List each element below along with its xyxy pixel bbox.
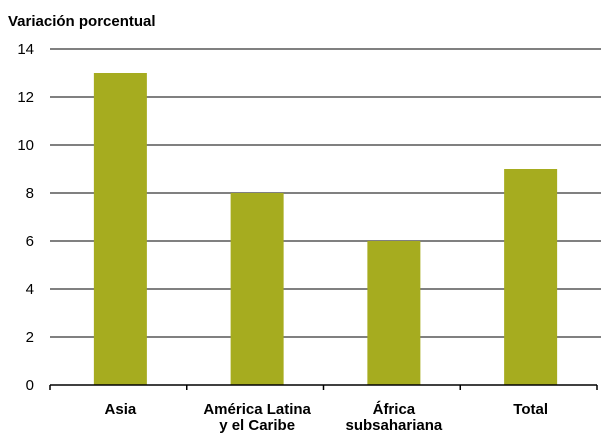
y-tick-4: 4 — [26, 281, 34, 298]
y-tick-10: 10 — [17, 137, 34, 154]
bar-3 — [504, 169, 558, 385]
y-tick-8: 8 — [26, 185, 34, 202]
x-tick-label-0: Asia — [105, 401, 137, 418]
x-axis — [49, 384, 598, 390]
x-tick-label-line: América Latina — [203, 401, 311, 418]
x-tick-label-line: subsahariana — [346, 417, 443, 434]
x-tick-label-line: África — [373, 401, 416, 418]
y-tick-12: 12 — [17, 89, 34, 106]
y-tick-14: 14 — [17, 41, 34, 58]
y-tick-labels: 0 2 4 6 8 10 12 14 — [17, 41, 34, 394]
x-tick-label-line: Total — [513, 401, 548, 418]
y-axis-label: Variación porcentual — [8, 13, 156, 30]
x-tick-label-3: Total — [513, 401, 548, 418]
bars — [93, 73, 558, 385]
x-tick-label-line: y el Caribe — [219, 417, 295, 434]
bar-2 — [367, 241, 421, 385]
bar-1 — [230, 193, 284, 385]
y-tick-2: 2 — [26, 329, 34, 346]
x-tick-label-1: América Latina y el Caribe — [203, 401, 311, 434]
x-tick-label-line: Asia — [105, 401, 137, 418]
x-tick-label-2: África subsahariana — [346, 401, 443, 434]
y-tick-6: 6 — [26, 233, 34, 250]
y-tick-0: 0 — [26, 377, 34, 394]
x-tick-labels: Asia América Latina y el Caribe África subsa… — [105, 401, 548, 434]
bar-0 — [93, 73, 147, 385]
